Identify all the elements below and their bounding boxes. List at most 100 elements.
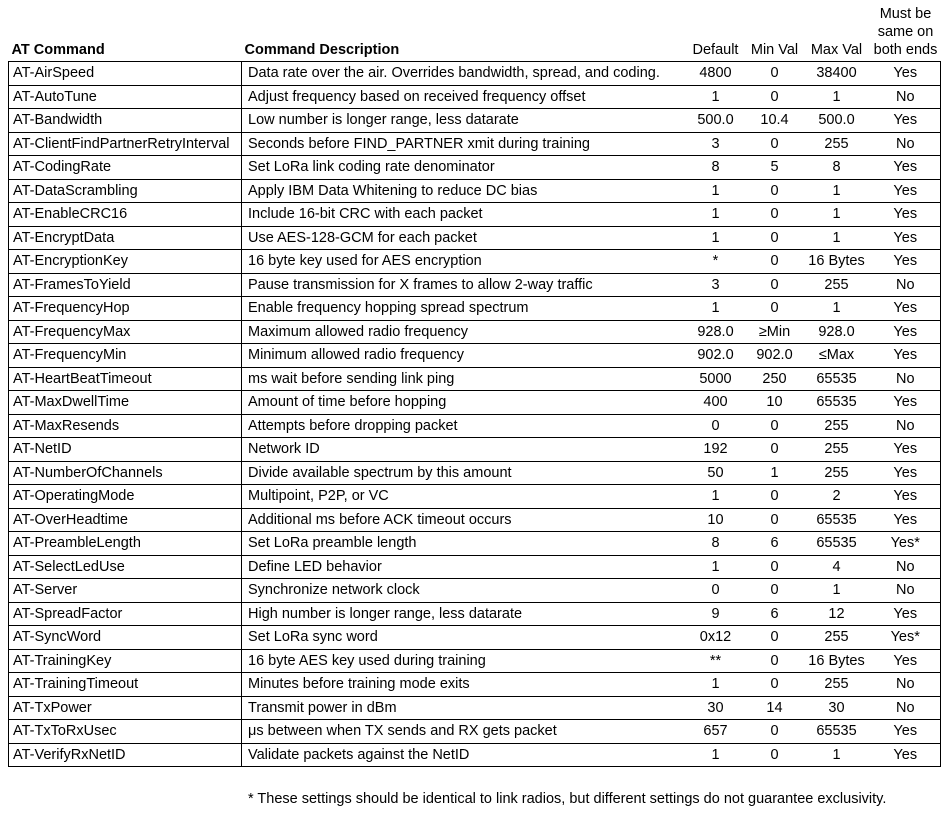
cell-must-be-same: Yes <box>870 226 941 250</box>
cell-max-val: 1 <box>802 85 871 109</box>
cell-max-val: 4 <box>802 555 871 579</box>
cell-description: Include 16-bit CRC with each packet <box>241 202 685 227</box>
cell-description: Network ID <box>241 437 685 462</box>
cell-description: Pause transmission for X frames to allow… <box>241 273 685 297</box>
cell-at-command: AT-PreambleLength <box>8 531 242 556</box>
cell-at-command: AT-FrequencyMin <box>8 343 242 368</box>
cell-must-be-same: Yes <box>870 108 941 133</box>
cell-max-val: 255 <box>802 461 871 485</box>
table-row: AT-PreambleLength Set LoRa preamble lengt… <box>8 531 941 556</box>
cell-must-be-same: Yes* <box>870 625 941 650</box>
cell-description: Apply IBM Data Whitening to reduce DC bi… <box>241 179 685 203</box>
cell-must-be-same: Yes <box>870 602 941 626</box>
cell-max-val: 1 <box>802 179 871 203</box>
cell-min-val: 0 <box>746 578 803 603</box>
cell-min-val: 0 <box>746 61 803 86</box>
cell-min-val: 0 <box>746 249 803 274</box>
cell-description: Set LoRa link coding rate denominator <box>241 155 685 180</box>
cell-default: * <box>684 249 747 274</box>
table-row: AT-OverHeadtime Additional ms before ACK … <box>8 508 941 532</box>
cell-min-val: 0 <box>746 85 803 109</box>
cell-description: Additional ms before ACK timeout occurs <box>241 508 685 532</box>
table-row: AT-AutoTune Adjust frequency based on rec… <box>8 85 941 109</box>
cell-at-command: AT-MaxDwellTime <box>8 390 242 415</box>
cell-max-val: 255 <box>802 132 871 156</box>
cell-must-be-same: Yes <box>870 61 941 86</box>
cell-min-val: 0 <box>746 625 803 650</box>
cell-min-val: 1 <box>746 461 803 485</box>
cell-min-val: 0 <box>746 508 803 532</box>
cell-default: 8 <box>684 531 747 556</box>
cell-max-val: 65535 <box>802 531 871 556</box>
table-row: AT-TrainingTimeout Minutes before trainin… <box>8 672 941 697</box>
cell-description: 16 byte AES key used during training <box>241 649 685 673</box>
cell-at-command: AT-TxToRxUsec <box>8 719 242 744</box>
cell-default: 192 <box>684 437 747 462</box>
cell-min-val: 0 <box>746 555 803 579</box>
cell-description: Minutes before training mode exits <box>241 672 685 697</box>
cell-at-command: AT-SpreadFactor <box>8 602 242 626</box>
cell-max-val: ≤Max <box>802 343 871 368</box>
table-row: AT-AirSpeed Data rate over the air. Overr… <box>8 61 941 86</box>
table-row: AT-Server Synchronize network clock 0 0 1 No <box>8 578 941 603</box>
cell-at-command: AT-OverHeadtime <box>8 508 242 532</box>
cell-max-val: 12 <box>802 602 871 626</box>
table-row: AT-SpreadFactor High number is longer ran… <box>8 602 941 626</box>
table-header: AT Command Command Description Default M… <box>8 4 941 62</box>
cell-at-command: AT-SelectLedUse <box>8 555 242 579</box>
cell-description: Seconds before FIND_PARTNER xmit during … <box>241 132 685 156</box>
cell-must-be-same: Yes <box>870 320 941 344</box>
cell-description: Use AES-128-GCM for each packet <box>241 226 685 250</box>
cell-description: Set LoRa preamble length <box>241 531 685 556</box>
cell-must-be-same: Yes <box>870 743 941 767</box>
cell-at-command: AT-AirSpeed <box>8 61 242 86</box>
table-row: AT-EnableCRC16 Include 16-bit CRC with ea… <box>8 202 941 227</box>
cell-must-be-same: Yes <box>870 461 941 485</box>
cell-min-val: 0 <box>746 414 803 438</box>
cell-must-be-same: Yes <box>870 508 941 532</box>
table-row: AT-TxPower Transmit power in dBm 30 14 30 No <box>8 696 941 720</box>
cell-min-val: 0 <box>746 649 803 673</box>
cell-must-be-same: No <box>870 85 941 109</box>
cell-max-val: 1 <box>802 202 871 227</box>
cell-default: 0 <box>684 578 747 603</box>
cell-at-command: AT-ClientFindPartnerRetryInterval <box>8 132 242 156</box>
table-row: AT-FrequencyMin Minimum allowed radio fre… <box>8 343 941 368</box>
cell-default: 928.0 <box>684 320 747 344</box>
cell-description: μs between when TX sends and RX gets pac… <box>241 719 685 744</box>
cell-max-val: 500.0 <box>802 108 871 133</box>
cell-at-command: AT-DataScrambling <box>8 179 242 203</box>
cell-max-val: 65535 <box>802 508 871 532</box>
table-row: AT-SyncWord Set LoRa sync word 0x12 0 255 Yes… <box>8 625 941 650</box>
cell-at-command: AT-EncryptionKey <box>8 249 242 274</box>
cell-max-val: 65535 <box>802 367 871 391</box>
cell-at-command: AT-NumberOfChannels <box>8 461 242 485</box>
cell-max-val: 65535 <box>802 390 871 415</box>
table-row: AT-DataScrambling Apply IBM Data Whitenin… <box>8 179 941 203</box>
cell-at-command: AT-VerifyRxNetID <box>8 743 242 767</box>
cell-must-be-same: Yes <box>870 179 941 203</box>
table-row: AT-MaxResends Attempts before dropping pa… <box>8 414 941 438</box>
table-row: AT-HeartBeatTimeout ms wait before sendin… <box>8 367 941 391</box>
cell-description: High number is longer range, less datara… <box>241 602 685 626</box>
header-at-command: AT Command <box>8 4 242 62</box>
cell-default: 500.0 <box>684 108 747 133</box>
cell-default: 1 <box>684 555 747 579</box>
cell-default: 0x12 <box>684 625 747 650</box>
cell-must-be-same: No <box>870 273 941 297</box>
cell-max-val: 255 <box>802 273 871 297</box>
footnote: * These settings should be identical to … <box>248 791 887 807</box>
cell-description: Minimum allowed radio frequency <box>241 343 685 368</box>
cell-description: ms wait before sending link ping <box>241 367 685 391</box>
cell-min-val: 10.4 <box>746 108 803 133</box>
cell-default: 5000 <box>684 367 747 391</box>
cell-min-val: 0 <box>746 743 803 767</box>
cell-default: 9 <box>684 602 747 626</box>
cell-default: 10 <box>684 508 747 532</box>
cell-description: Divide available spectrum by this amount <box>241 461 685 485</box>
cell-must-be-same: Yes <box>870 719 941 744</box>
cell-default: 657 <box>684 719 747 744</box>
cell-at-command: AT-FrequencyHop <box>8 296 242 321</box>
header-command-description: Command Description <box>241 4 685 62</box>
cell-max-val: 255 <box>802 672 871 697</box>
